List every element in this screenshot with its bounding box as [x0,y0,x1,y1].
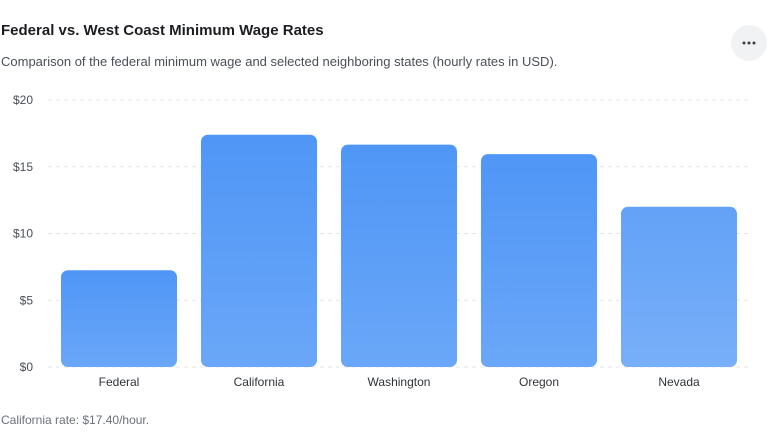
y-tick-label: $15 [13,160,33,174]
x-axis: Federal California Washington Oregon Nevada [99,375,700,389]
bar-oregon[interactable] [481,154,597,367]
x-tick-label: Federal [99,375,140,389]
y-tick-label: $5 [20,293,34,307]
x-tick-label: California [234,375,285,389]
x-tick-label: Nevada [658,375,700,389]
y-tick-label: $20 [13,93,33,107]
x-tick-label: Oregon [519,375,559,389]
chart-title: Federal vs. West Coast Minimum Wage Rate… [1,22,324,39]
more-horizontal-icon [742,41,756,45]
bar-chart: $0 $5 $10 $15 $20 Federal California Washingto… [13,93,750,389]
bar-california[interactable] [201,134,317,367]
y-axis: $0 $5 $10 $15 $20 [13,93,33,374]
more-options-button[interactable] [731,25,767,61]
x-tick-label: Washington [368,375,431,389]
y-tick-label: $10 [13,227,33,241]
chart-subtitle: Comparison of the federal minimum wage a… [1,54,558,69]
bar-federal[interactable] [61,270,177,367]
bar-nevada[interactable] [621,206,737,367]
bars [61,134,737,367]
bar-washington[interactable] [341,144,457,367]
y-tick-label: $0 [20,360,34,374]
footer-note: California rate: $17.40/hour. [1,413,150,427]
